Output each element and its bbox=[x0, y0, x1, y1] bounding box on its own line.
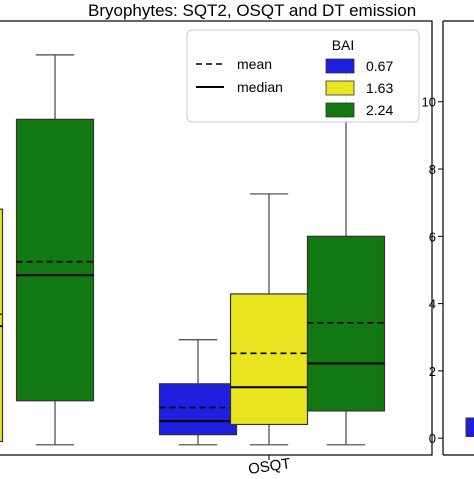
y-tick-label: 6 bbox=[429, 229, 436, 244]
box-body bbox=[229, 293, 309, 426]
box-2-24 bbox=[15, 54, 95, 446]
box-2-24 bbox=[306, 71, 386, 446]
y-tick-label: 2 bbox=[429, 364, 436, 379]
legend-series-label: 1.63 bbox=[366, 80, 393, 96]
legend: BAI mean median 0.67 1.63 2.24 bbox=[186, 29, 420, 123]
y-tick-label: 0 bbox=[429, 431, 436, 446]
box-1-63 bbox=[229, 193, 309, 446]
x-tick-label: OSQT bbox=[247, 455, 291, 474]
box-1-63 bbox=[0, 208, 4, 443]
cropped-box-edge bbox=[465, 417, 474, 437]
legend-box bbox=[186, 29, 420, 123]
left-axes-border bbox=[0, 20, 433, 456]
y-tick-label: 4 bbox=[429, 297, 436, 312]
legend-swatch bbox=[325, 102, 355, 118]
legend-swatch bbox=[325, 80, 355, 96]
chart-title: Bryophytes: SQT2, OSQT and DT emission bbox=[88, 1, 416, 20]
y-tick-label: 10 bbox=[422, 95, 436, 110]
legend-median-label: median bbox=[237, 79, 283, 95]
legend-swatch bbox=[325, 58, 355, 74]
box-body bbox=[158, 383, 238, 436]
y-tick-label: 8 bbox=[429, 162, 436, 177]
right-panel: 0 2 4 6 8 10 bbox=[422, 20, 474, 456]
box-body bbox=[15, 118, 95, 402]
box-0-67 bbox=[158, 339, 238, 446]
legend-series-label: 0.67 bbox=[366, 58, 393, 74]
left-panel bbox=[0, 54, 386, 446]
legend-series-label: 2.24 bbox=[366, 102, 393, 118]
legend-mean-label: mean bbox=[237, 56, 272, 72]
legend-title: BAI bbox=[332, 37, 355, 53]
box-body bbox=[306, 235, 386, 412]
left-axes-frame bbox=[0, 20, 433, 460]
